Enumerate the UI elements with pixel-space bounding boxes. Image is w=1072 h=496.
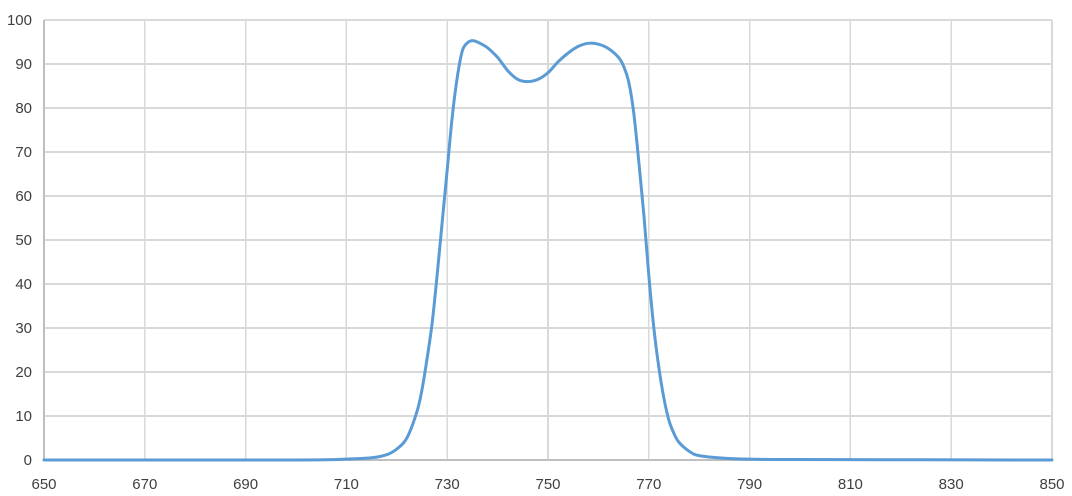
- y-axis-ticks: 0 10 20 30 40 50 60 70 80 90 100: [7, 12, 32, 469]
- x-tick-label: 850: [1039, 476, 1064, 493]
- grid: [44, 19, 1053, 460]
- x-tick-label: 710: [334, 476, 359, 493]
- y-tick-label: 20: [15, 364, 32, 381]
- y-tick-label: 40: [15, 276, 32, 293]
- x-tick-label: 770: [636, 476, 661, 493]
- y-tick-label: 100: [7, 12, 32, 29]
- series-line-0: [42, 39, 1054, 462]
- x-tick-label: 830: [939, 476, 964, 493]
- x-tick-label: 750: [535, 476, 560, 493]
- x-tick-label: 730: [435, 476, 460, 493]
- x-axis-ticks: 650 670 690 710 730 750 770 790 810 830 850: [31, 476, 1064, 493]
- y-tick-label: 70: [15, 144, 32, 161]
- x-tick-label: 690: [233, 476, 258, 493]
- y-tick-label: 30: [15, 320, 32, 337]
- y-tick-label: 90: [15, 56, 32, 73]
- x-tick-label: 810: [838, 476, 863, 493]
- x-tick-label: 790: [737, 476, 762, 493]
- y-tick-label: 80: [15, 100, 32, 117]
- y-tick-label: 60: [15, 188, 32, 205]
- x-tick-label: 650: [31, 476, 56, 493]
- y-tick-label: 0: [24, 452, 32, 469]
- y-tick-label: 50: [15, 232, 32, 249]
- y-tick-label: 10: [15, 408, 32, 425]
- x-tick-label: 670: [132, 476, 157, 493]
- series-group: [42, 39, 1054, 462]
